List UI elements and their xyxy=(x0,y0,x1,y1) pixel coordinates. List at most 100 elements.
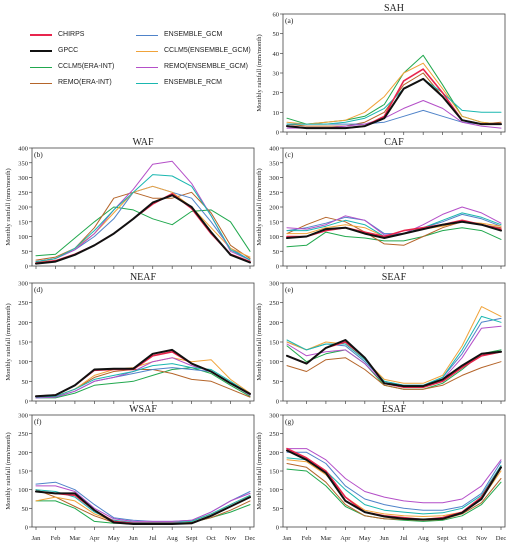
panel-letter: (c) xyxy=(285,150,294,159)
y-tick-label: 50 xyxy=(22,249,29,256)
y-tick-label: 0 xyxy=(25,525,28,532)
y-tick-label: 250 xyxy=(269,300,279,307)
y-tick-label: 250 xyxy=(18,190,28,197)
y-tick-label: 250 xyxy=(18,300,28,307)
y-axis-label: Monthly rainfall (mm/month) xyxy=(5,432,12,509)
y-tick-label: 150 xyxy=(18,469,28,476)
legend-swatch-chirps xyxy=(30,34,52,36)
x-tick-label: Jun xyxy=(129,535,139,542)
y-tick-label: 100 xyxy=(269,487,279,494)
panel-title: SAH xyxy=(384,3,404,14)
series-line-gpcc xyxy=(35,194,251,265)
x-tick-label: Aug xyxy=(418,535,430,542)
legend-swatch-gpcc xyxy=(30,50,52,52)
legend-label-chirps: CHIRPS xyxy=(58,31,85,38)
series-line-chirps xyxy=(286,219,502,238)
y-tick-label: 50 xyxy=(273,249,280,256)
panel-caf: CAF (c) 0 50 100 150 200 250 300 350 400 Monthly ra… xyxy=(256,137,506,271)
y-axis-label: Monthly rainfall (mm/month) xyxy=(256,34,263,111)
y-tick-label: 350 xyxy=(269,160,279,167)
series-line-remo-era-int xyxy=(286,357,502,390)
y-tick-label: 0 xyxy=(276,525,279,532)
series-line-ensemble-rcm xyxy=(35,174,251,263)
y-tick-label: 100 xyxy=(18,487,28,494)
x-tick-label: Jul xyxy=(149,535,157,542)
y-tick-label: 50 xyxy=(273,31,280,38)
series-line-gpcc xyxy=(286,339,502,388)
panel-title: WSAF xyxy=(129,404,157,415)
panel-letter: (a) xyxy=(285,16,294,25)
y-tick-label: 200 xyxy=(18,450,28,457)
panel-title: ESAF xyxy=(382,404,407,415)
series-line-cclm5-ensemble-gcm xyxy=(286,62,502,125)
legend: CHIRPS GPCC CCLM5(ERA-INT) REMO(ERA-INT)… xyxy=(30,30,266,110)
y-tick-label: 0 xyxy=(25,264,28,271)
x-tick-label: Oct xyxy=(457,535,467,542)
x-tick-label: Apr xyxy=(89,535,100,542)
y-axis-label: Monthly rainfall (mm/month) xyxy=(5,303,12,380)
series-line-gpcc xyxy=(286,449,502,521)
y-tick-label: 10 xyxy=(273,110,280,117)
series-line-gpcc xyxy=(286,220,502,239)
panel-letter: (b) xyxy=(34,150,43,159)
legend-swatch-cclm5-era xyxy=(30,66,52,68)
y-tick-label: 250 xyxy=(269,190,279,197)
panel-letter: (f) xyxy=(34,417,42,426)
panel-seaf: SEAF (e) 0 50 100 150 200 250 300 Monthly rainfal… xyxy=(256,272,506,406)
series-line-cclm5-era-int xyxy=(286,227,502,248)
legend-item-cclm5-gcm: CCLM5(ENSEMBLE_GCM) xyxy=(136,46,251,56)
x-tick-label: Feb xyxy=(51,535,61,542)
y-tick-label: 50 xyxy=(273,379,280,386)
series-line-ensemble-rcm xyxy=(286,78,502,125)
legend-label-remo-era: REMO(ERA-INT) xyxy=(58,79,112,86)
legend-label-ensemble-gcm: ENSEMBLE_GCM xyxy=(164,31,223,38)
panel-sah: SAH (a) 0 10 20 30 40 50 60 Monthly rainfall (mm/… xyxy=(256,3,506,137)
series-line-gpcc xyxy=(35,490,251,525)
y-tick-label: 50 xyxy=(22,379,29,386)
series-line-remo-era-int xyxy=(286,463,502,521)
y-tick-label: 100 xyxy=(269,234,279,241)
series-line-cclm5-era-int xyxy=(35,206,251,257)
y-tick-label: 350 xyxy=(18,160,28,167)
y-axis-label: Monthly rainfall (mm/month) xyxy=(256,432,263,509)
series-line-cclm5-era-int xyxy=(35,367,251,399)
y-tick-label: 60 xyxy=(273,12,280,19)
y-tick-label: 0 xyxy=(276,399,279,406)
legend-swatch-remo-era xyxy=(30,82,52,84)
legend-swatch-remo-gcm xyxy=(136,66,158,68)
legend-item-remo-gcm: REMO(ENSEMBLE_GCM) xyxy=(136,62,248,72)
x-tick-label: Dec xyxy=(496,535,507,542)
y-tick-label: 250 xyxy=(18,431,28,438)
series-line-ensemble-rcm xyxy=(286,315,502,386)
x-tick-label: Feb xyxy=(302,535,312,542)
y-tick-label: 150 xyxy=(269,340,279,347)
legend-swatch-ensemble-gcm xyxy=(136,34,158,36)
y-tick-label: 150 xyxy=(269,219,279,226)
x-tick-label: Jun xyxy=(380,535,390,542)
y-tick-label: 300 xyxy=(18,175,28,182)
y-tick-label: 400 xyxy=(18,146,28,153)
panel-frame xyxy=(31,282,255,402)
panel-letter: (d) xyxy=(34,285,43,294)
legend-label-gpcc: GPCC xyxy=(58,47,79,54)
x-tick-label: Apr xyxy=(340,535,351,542)
y-tick-label: 40 xyxy=(273,51,280,58)
y-tick-label: 0 xyxy=(276,264,279,271)
panel-esaf: ESAF (g) 0 50 100 150 200 250 300 Jan Feb Mar Apr May… xyxy=(256,404,506,542)
y-tick-label: 150 xyxy=(269,469,279,476)
y-tick-label: 100 xyxy=(269,359,279,366)
y-tick-label: 50 xyxy=(22,506,29,513)
y-tick-label: 250 xyxy=(269,431,279,438)
y-tick-label: 30 xyxy=(273,71,280,78)
x-tick-label: Sept xyxy=(186,535,198,542)
series-line-ensemble-gcm xyxy=(286,317,502,386)
series-line-remo-ensemble-gcm xyxy=(35,485,251,522)
legend-label-remo-gcm: REMO(ENSEMBLE_GCM) xyxy=(164,63,249,70)
legend-item-gpcc: GPCC xyxy=(30,46,78,56)
x-tick-label: Jan xyxy=(32,535,41,542)
x-tick-label: Oct xyxy=(206,535,216,542)
y-tick-label: 300 xyxy=(269,281,279,288)
series-line-chirps xyxy=(35,490,251,525)
y-tick-label: 0 xyxy=(276,130,279,137)
panel-title: WAF xyxy=(132,137,154,148)
